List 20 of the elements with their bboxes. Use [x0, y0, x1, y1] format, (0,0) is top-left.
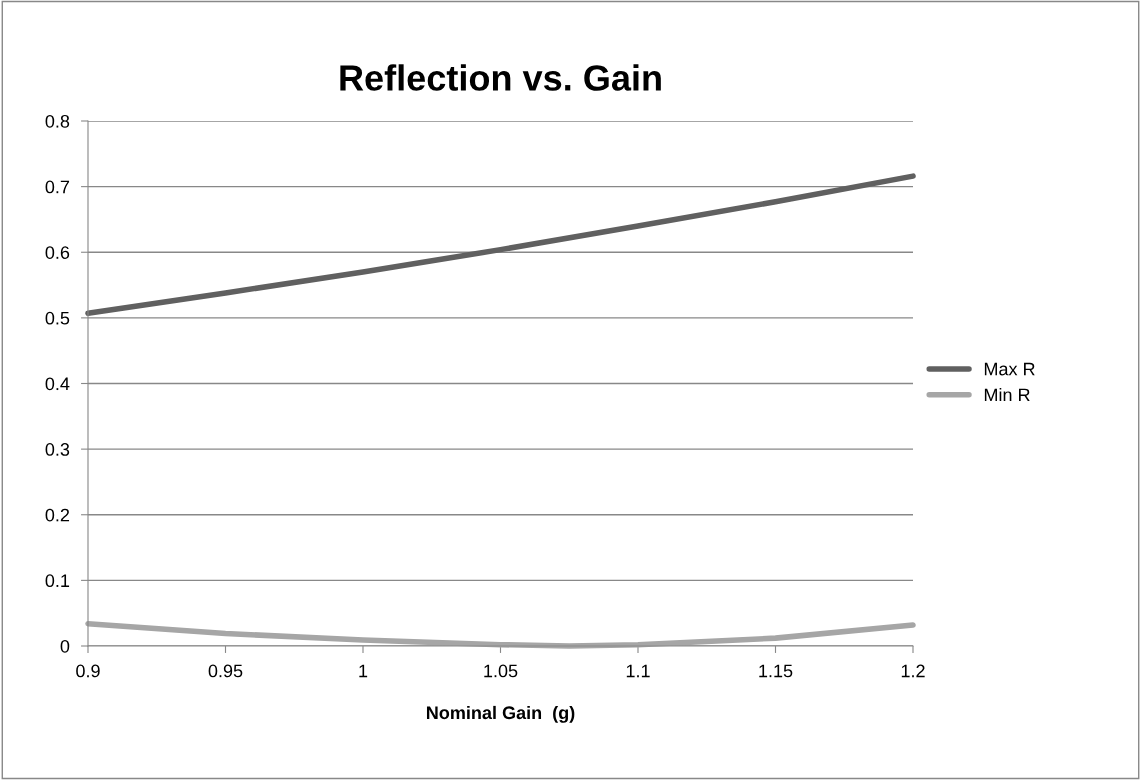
x-tick-label: 0.9	[76, 664, 100, 678]
x-tick-label: 1.2	[901, 664, 925, 678]
x-tick-label: 1.05	[484, 664, 518, 678]
y-tick-label: 0.4	[45, 377, 70, 391]
legend-label: Min R	[984, 388, 1030, 402]
y-tick-label: 0.1	[45, 574, 70, 588]
x-tick-label: 0.95	[208, 664, 243, 678]
y-tick-label: 0.6	[45, 246, 70, 259]
legend-label: Max R	[984, 362, 1035, 376]
y-tick-label: 0.7	[45, 180, 70, 194]
x-tick-label: 1.15	[759, 664, 793, 678]
chart-title: Reflection vs. Gain	[340, 64, 661, 91]
y-tick-label: 0	[60, 639, 70, 653]
x-axis-title: Nominal Gain (g)	[426, 705, 575, 723]
x-tick-label: 1.1	[626, 664, 650, 678]
x-tick-label: 1	[359, 664, 368, 678]
y-tick-label: 0.2	[45, 508, 70, 522]
y-tick-label: 0.3	[45, 443, 70, 456]
y-tick-label: 0.5	[45, 311, 70, 325]
y-tick-label: 0.8	[45, 114, 70, 128]
